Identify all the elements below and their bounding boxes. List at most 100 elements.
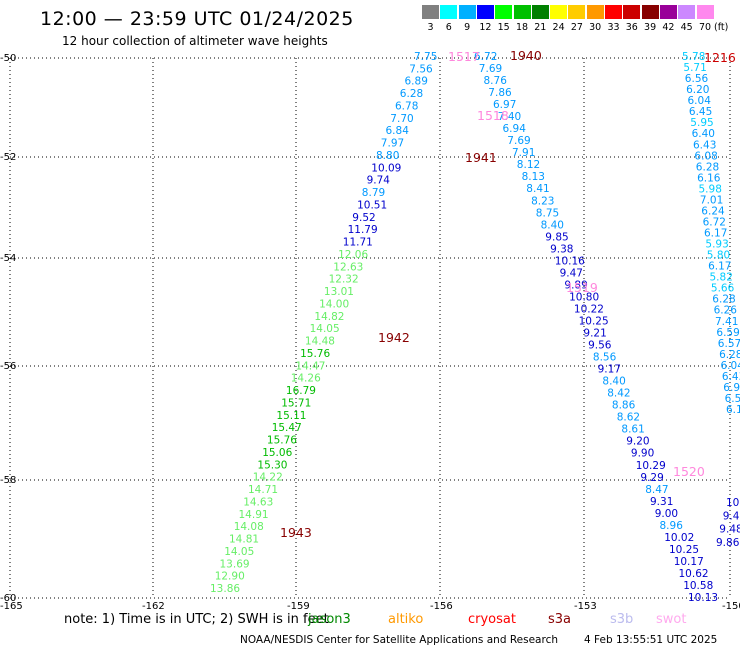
y-axis-tick-label: -54 [0,253,16,264]
wave-height-map: -50 -52 -54 -56 -58 -60-165 -162 -159 -156 -153 -1… [0,48,740,610]
track-b-wave-height: 9.31 [650,496,673,508]
track-a-wave-height: 6.89 [405,76,428,88]
legend-swatch [623,5,641,19]
track-a-wave-height: 6.84 [386,125,410,137]
track-a-wave-height: 7.56 [409,63,433,75]
track-c-wave-height: 6.96 [723,382,740,394]
track-b-wave-height: 10.62 [679,568,709,580]
track-a-wave-height: 10.09 [371,162,401,174]
track-c-wave-height: 5.66 [711,283,735,295]
legend-label: 30 [589,22,602,33]
legend-label: 27 [570,22,583,33]
track-c-wave-height: 5.78 [682,51,705,63]
track-b-wave-height: 8.23 [531,195,554,207]
map-subtitle: 12 hour collection of altimeter wave hei… [62,34,328,48]
time-label-1941: 1941 [465,150,497,165]
track-d-wave-height: 10.62 [726,497,740,509]
track-b-wave-height: 8.40 [541,219,564,231]
legend-swatch [495,5,513,19]
track-a-wave-height: 13.01 [324,286,354,298]
track-b-wave-height: 8.61 [621,424,644,436]
legend-label: 42 [662,22,675,33]
legend-swatch [531,5,549,19]
track-c-wave-height: 6.45 [689,106,712,118]
track-b-wave-height: 9.85 [545,231,568,243]
track-c-wave-height: 6.17 [708,261,731,273]
track-a-wave-height: 14.00 [319,298,349,310]
track-a-wave-height: 12.63 [333,261,363,273]
track-b-wave-height: 10.29 [636,460,666,472]
y-axis-tick-label: -50 [0,53,16,64]
track-b-wave-height: 7.91 [512,147,535,159]
track-c-wave-height: 7.41 [715,316,738,328]
track-a-wave-height: 14.47 [295,360,325,372]
track-b-wave-height: 8.56 [593,352,617,364]
satellite-s3a: s3a [548,612,572,627]
track-c-wave-height: 6.17 [704,228,727,240]
track-a-wave-height: 7.75 [414,51,437,63]
legend-label: 9 [464,22,471,33]
track-c-wave-height: 6.57 [718,338,740,350]
legend-swatch [641,5,659,19]
track-c-wave-height: 6.59 [716,327,739,339]
track-a-wave-height: 15.47 [272,422,302,434]
track-b-wave-height: 7.69 [479,63,502,75]
y-axis-tick-label: -56 [0,361,16,372]
track-b-wave-height: 8.47 [645,484,668,496]
track-a-wave-height: 9.74 [367,175,391,187]
track-b-wave-height: 6.72 [474,51,497,63]
track-b-wave-height: 7.86 [488,87,512,99]
track-c-wave-height: 5.80 [707,250,730,262]
legend-label: 12 [479,22,492,33]
legend-swatch [659,5,677,19]
legend-label: 45 [680,22,693,33]
track-a-wave-height: 13.86 [210,583,240,595]
x-axis-tick-label: -153 [574,601,597,610]
track-b-wave-height: 10.22 [574,304,604,316]
track-c-wave-height: 6.24 [701,205,725,217]
track-a-wave-height: 14.91 [239,509,269,521]
satellite-s3b: s3b [610,612,634,627]
color-legend: 3 6 9 12 15 18 21 24 27 30 33 36 39 42 45 70 (ft) [422,5,738,37]
track-a-wave-height: 14.71 [248,484,278,496]
track-c-wave-height: 5.98 [699,183,722,195]
track-a-wave-height: 9.52 [352,212,375,224]
track-b-wave-height: 6.97 [493,99,516,111]
track-a-wave-height: 14.05 [310,323,340,335]
track-b-wave-height: 10.13 [688,592,718,604]
legend-label: 6 [445,22,452,33]
time-label-1943: 1943 [280,525,312,540]
track-c-wave-height: 6.56 [685,73,709,85]
legend-unit: (ft) [714,22,729,33]
track-d-wave-height: 9.41 [723,510,740,522]
track-a-wave-height: 6.28 [400,88,423,100]
track-b-wave-height: 10.80 [569,291,599,303]
track-c-wave-height: 6.43 [722,371,740,383]
track-a-wave-height: 8.79 [362,187,385,199]
legend-swatch [586,5,604,19]
track-a-wave-height: 7.97 [381,138,404,150]
track-c-wave-height: 5.82 [710,272,733,284]
x-axis-tick-label: -150 [722,601,740,610]
track-c-wave-height: 7.01 [700,194,723,206]
satellite-altiko: altiko [388,612,424,627]
track-c-wave-height: 5.93 [705,239,728,251]
legend-label: 18 [515,22,529,33]
track-b-wave-height: 10.17 [674,556,704,568]
legend-swatch [550,5,568,19]
x-axis-tick-label: -156 [430,601,453,610]
track-b-wave-height: 8.76 [484,75,508,87]
track-b-wave-height: 10.02 [664,532,694,544]
track-b-wave-height: 8.40 [602,376,625,388]
track-a-wave-height: 12.90 [215,571,245,583]
track-b-wave-height: 7.40 [498,111,521,123]
legend-swatch [476,5,494,19]
track-b-wave-height: 8.75 [536,207,559,219]
track-a-wave-height: 12.32 [329,274,359,286]
track-c-wave-height: 6.04 [688,95,712,107]
satellite-jason3: jason3 [308,612,351,627]
track-d-wave-height: 9.86 [716,537,740,549]
track-b-wave-height: 8.62 [617,412,640,424]
track-c-wave-height: 6.40 [692,128,715,140]
track-b-wave-height: 10.25 [669,544,699,556]
